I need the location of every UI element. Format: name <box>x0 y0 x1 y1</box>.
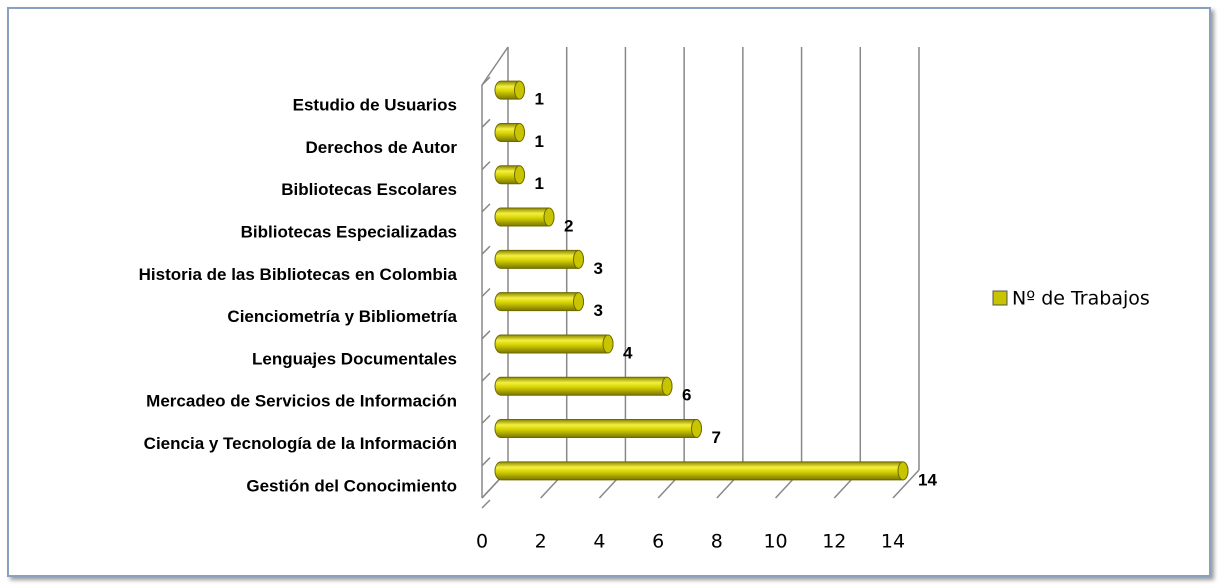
y-tick <box>481 287 491 298</box>
x-tick-label: 2 <box>535 531 547 553</box>
bar <box>494 419 702 439</box>
data-label: 1 <box>535 90 544 109</box>
bar-body <box>494 461 909 481</box>
floor-line <box>892 469 920 499</box>
legend-label: Nº de Trabajos <box>1012 288 1150 310</box>
y-tick <box>481 414 491 424</box>
left-wall <box>481 46 509 509</box>
y-tick <box>481 457 491 467</box>
bar-cap <box>691 419 702 439</box>
bar <box>494 165 525 185</box>
data-label: 2 <box>564 217 573 236</box>
y-tick-label: Estudio de Usuarios <box>293 96 457 115</box>
y-tick <box>481 118 491 128</box>
bar <box>494 461 909 481</box>
y-tick-label: Historia de las Bibliotecas en Colombia <box>139 265 458 284</box>
bar-cap <box>543 207 555 227</box>
x-tick-label: 4 <box>593 531 605 553</box>
legend: Nº de Trabajos <box>992 288 1150 310</box>
data-label: 1 <box>535 174 544 193</box>
y-tick-label: Mercadeo de Servicios de Información <box>146 392 457 411</box>
y-tick <box>481 372 491 382</box>
y-tick-label: Bibliotecas Especializadas <box>241 223 457 242</box>
y-tick <box>481 499 491 509</box>
bar-cap <box>573 249 584 269</box>
bar <box>494 207 555 227</box>
bar <box>494 249 584 269</box>
bar <box>494 334 614 354</box>
bar-cap <box>573 292 584 312</box>
x-tick-label: 14 <box>881 531 905 553</box>
x-tick-label: 0 <box>476 531 488 553</box>
bar <box>494 80 525 100</box>
bar-cap <box>661 376 673 396</box>
data-label: 7 <box>712 428 721 447</box>
bar-body <box>494 249 584 269</box>
x-tick-label: 6 <box>652 531 664 553</box>
y-tick-label: Lenguajes Documentales <box>252 349 457 368</box>
bar <box>494 122 525 142</box>
data-label: 6 <box>682 386 691 405</box>
y-tick-label: Derechos de Autor <box>306 138 458 157</box>
data-label: 4 <box>623 343 633 362</box>
data-label: 3 <box>594 301 603 320</box>
data-label: 1 <box>535 132 544 151</box>
x-tick-label: 12 <box>822 531 846 553</box>
bar-body <box>494 419 702 439</box>
bar <box>494 376 673 396</box>
y-tick-label: Ciencia y Tecnología de la Información <box>144 434 457 453</box>
bar-cap <box>602 334 614 354</box>
bar-body <box>494 334 614 354</box>
y-tick <box>481 245 491 255</box>
y-tick-label: Bibliotecas Escolares <box>281 180 457 199</box>
bar-cap <box>514 80 525 100</box>
bar-cap <box>897 461 909 481</box>
y-tick <box>481 76 491 86</box>
legend-swatch <box>992 290 1008 306</box>
y-tick <box>481 161 491 171</box>
data-label: 14 <box>918 470 937 489</box>
x-tick-label: 10 <box>763 531 787 553</box>
bar <box>494 292 584 312</box>
y-tick-label: Cienciometría y Bibliometría <box>227 307 457 326</box>
bar-cap <box>514 122 525 142</box>
chart-frame <box>7 7 1211 577</box>
y-tick-label: Gestión del Conocimiento <box>246 476 457 495</box>
bar-body <box>494 376 673 396</box>
bar-body <box>494 292 584 312</box>
y-tick <box>481 330 491 340</box>
y-tick <box>481 203 491 213</box>
bar-cap <box>514 165 525 185</box>
x-tick-label: 8 <box>711 531 723 553</box>
data-label: 3 <box>594 259 603 278</box>
